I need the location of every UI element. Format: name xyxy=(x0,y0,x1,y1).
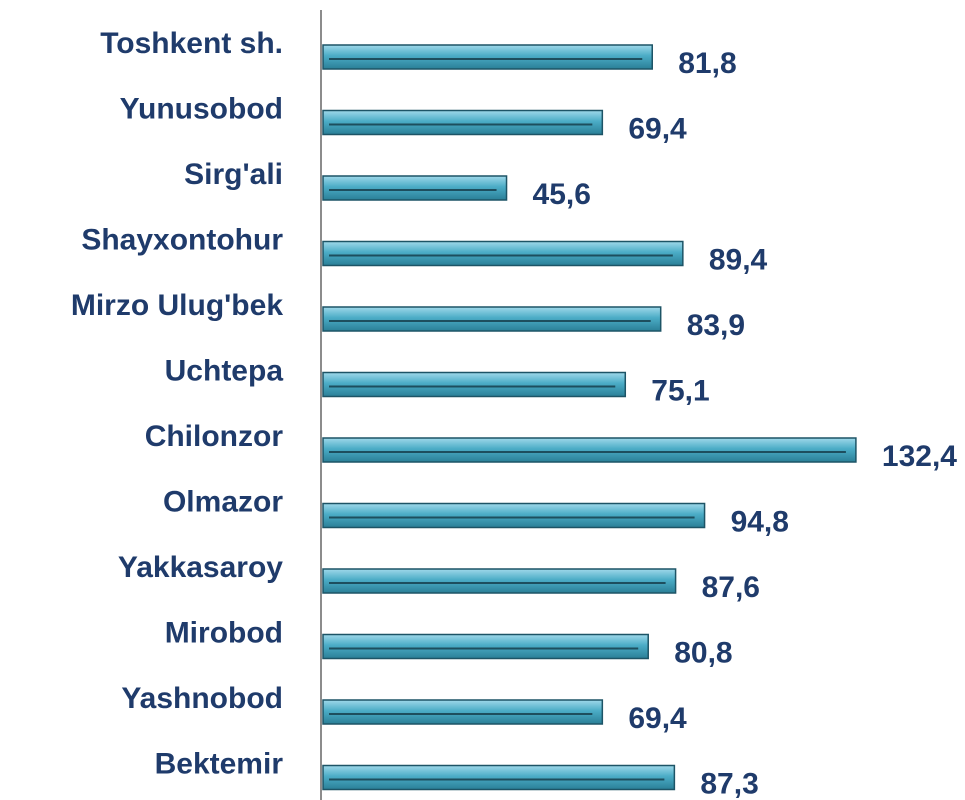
value-label: 94,8 xyxy=(731,505,789,538)
bar xyxy=(322,568,677,594)
category-label: Olmazor xyxy=(163,485,283,518)
category-label: Uchtepa xyxy=(165,354,284,387)
value-label: 81,8 xyxy=(678,47,736,80)
bar xyxy=(322,109,604,136)
bar xyxy=(322,502,706,529)
category-label: Mirobod xyxy=(165,616,283,649)
value-label: 80,8 xyxy=(674,636,732,669)
category-label: Toshkent sh. xyxy=(100,27,283,60)
value-label: 83,9 xyxy=(687,309,745,342)
category-label: Yakkasaroy xyxy=(118,551,283,584)
bar xyxy=(322,371,627,398)
category-label: Bektemir xyxy=(155,747,284,780)
category-label: Yashnobod xyxy=(121,682,283,715)
bar xyxy=(322,175,508,201)
bar xyxy=(322,764,676,791)
bar xyxy=(322,437,857,463)
category-label: Yunusobod xyxy=(120,92,283,125)
value-label: 87,3 xyxy=(700,767,758,800)
value-label: 69,4 xyxy=(628,112,687,145)
category-label: Sirg'ali xyxy=(184,158,283,191)
bar xyxy=(322,44,653,70)
value-label: 87,6 xyxy=(702,571,760,604)
bar xyxy=(322,240,684,267)
bar xyxy=(322,306,662,332)
bar xyxy=(322,699,604,725)
category-label: Shayxontohur xyxy=(81,223,283,256)
value-label: 69,4 xyxy=(628,702,687,735)
category-label: Chilonzor xyxy=(145,420,284,453)
category-label: Mirzo Ulug'bek xyxy=(71,289,283,322)
bar xyxy=(322,633,649,660)
value-label: 89,4 xyxy=(709,243,768,276)
value-label: 45,6 xyxy=(533,178,591,211)
value-label: 75,1 xyxy=(651,374,709,407)
value-label: 132,4 xyxy=(882,440,957,473)
